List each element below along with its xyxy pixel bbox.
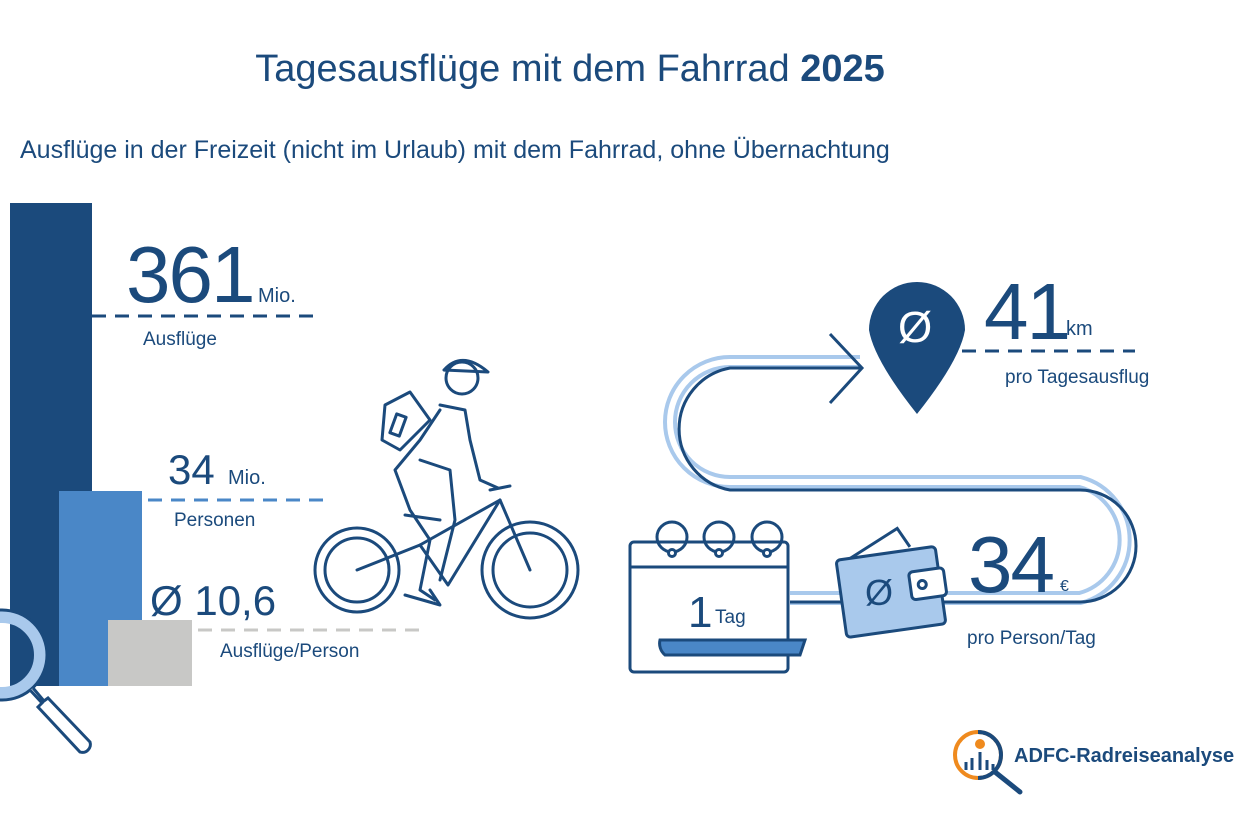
distance-symbol: Ø	[898, 303, 933, 352]
distance-unit: km	[1066, 318, 1093, 340]
trips-value: 361	[126, 230, 255, 319]
persons-label: Personen	[174, 510, 256, 531]
page-title: Tagesausflüge mit dem Fahrrad 2025	[255, 48, 885, 90]
spending-value: 34	[968, 520, 1055, 609]
logo-icon	[953, 730, 1023, 795]
title-year: 2025	[800, 48, 885, 90]
distance-label: pro Tagesausflug	[1005, 367, 1150, 388]
duration-unit: Tag	[715, 607, 746, 628]
per-person-value: Ø 10,6	[150, 577, 277, 624]
distance-value: 41	[984, 267, 1071, 356]
route-icon	[663, 332, 1138, 605]
subtitle: Ausflüge in der Freizeit (nicht im Urlau…	[20, 136, 890, 164]
duration-value: 1	[688, 588, 713, 637]
bar-per-person	[108, 620, 192, 686]
map-pin-icon	[869, 282, 965, 414]
magnifier-icon	[0, 608, 92, 754]
spending-symbol: Ø	[865, 572, 894, 613]
logo-text: ADFC-Radreiseanalyse	[1014, 745, 1235, 767]
trips-label: Ausflüge	[143, 329, 217, 350]
cyclist-icon	[313, 359, 580, 620]
trips-unit: Mio.	[258, 285, 296, 307]
spending-unit: €	[1060, 578, 1069, 595]
persons-unit: Mio.	[228, 467, 266, 489]
persons-value: 34	[168, 446, 215, 493]
calendar-icon	[628, 520, 808, 674]
spending-label: pro Person/Tag	[967, 628, 1096, 649]
per-person-label: Ausflüge/Person	[220, 641, 360, 662]
wallet-icon	[835, 526, 948, 639]
